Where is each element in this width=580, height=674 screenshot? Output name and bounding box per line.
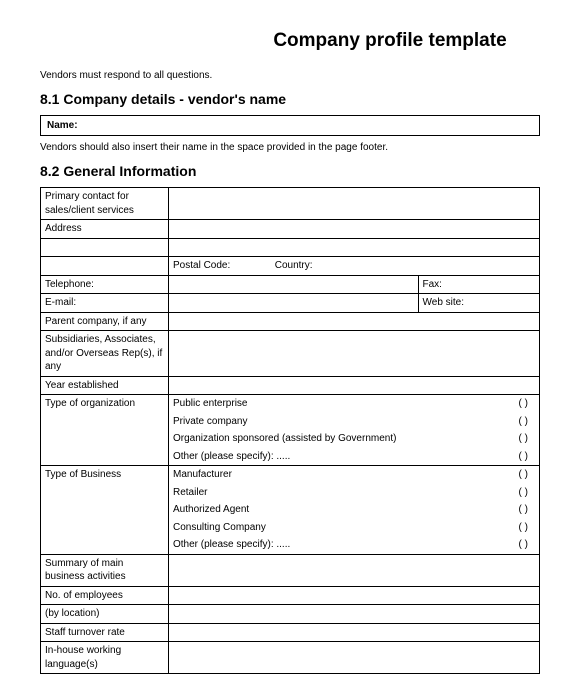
checkbox-paren[interactable]: ( ) bbox=[508, 501, 540, 519]
cell-empty bbox=[169, 623, 540, 642]
country-label: Country: bbox=[275, 260, 313, 271]
name-label: Name: bbox=[47, 120, 78, 131]
checkbox-paren[interactable]: ( ) bbox=[508, 484, 540, 502]
checkbox-paren[interactable]: ( ) bbox=[508, 536, 540, 554]
row-employees: No. of employees bbox=[41, 586, 169, 605]
footer-note: Vendors should also insert their name in… bbox=[40, 142, 540, 153]
general-info-table: Primary contact for sales/client service… bbox=[40, 187, 540, 674]
section-82-heading: 8.2 General Information bbox=[40, 163, 540, 179]
business-option: Authorized Agent bbox=[169, 501, 508, 519]
cell-empty bbox=[169, 331, 540, 377]
business-option: Consulting Company bbox=[169, 519, 508, 537]
row-address: Address bbox=[41, 220, 169, 239]
checkbox-paren[interactable]: ( ) bbox=[508, 466, 540, 484]
checkbox-paren[interactable]: ( ) bbox=[508, 430, 540, 448]
row-fax: Fax: bbox=[418, 275, 540, 294]
row-by-location: (by location) bbox=[41, 605, 169, 624]
row-email: E-mail: bbox=[41, 294, 169, 313]
cell-empty bbox=[41, 430, 169, 448]
cell-empty bbox=[41, 257, 169, 276]
row-type-org: Type of organization bbox=[41, 395, 169, 413]
checkbox-paren[interactable]: ( ) bbox=[508, 519, 540, 537]
row-type-business: Type of Business bbox=[41, 466, 169, 484]
row-parent-company: Parent company, if any bbox=[41, 312, 169, 331]
org-option: Organization sponsored (assisted by Gove… bbox=[169, 430, 508, 448]
cell-empty bbox=[169, 188, 540, 220]
cell-empty bbox=[169, 605, 540, 624]
org-option: Other (please specify): ..... bbox=[169, 448, 508, 466]
org-option: Private company bbox=[169, 413, 508, 431]
row-summary: Summary of main business activities bbox=[41, 554, 169, 586]
business-option: Other (please specify): ..... bbox=[169, 536, 508, 554]
section-81-heading: 8.1 Company details - vendor's name bbox=[40, 91, 540, 107]
cell-empty bbox=[41, 413, 169, 431]
checkbox-paren[interactable]: ( ) bbox=[508, 395, 540, 413]
cell-empty bbox=[41, 238, 169, 257]
cell-empty bbox=[169, 312, 540, 331]
cell-empty bbox=[169, 294, 419, 313]
cell-empty bbox=[41, 448, 169, 466]
intro-text: Vendors must respond to all questions. bbox=[40, 70, 540, 81]
row-languages: In-house working language(s) bbox=[41, 642, 169, 674]
name-field-box: Name: bbox=[40, 115, 540, 136]
cell-empty bbox=[169, 642, 540, 674]
checkbox-paren[interactable]: ( ) bbox=[508, 448, 540, 466]
cell-empty bbox=[41, 484, 169, 502]
cell-postal-country: Postal Code: Country: bbox=[169, 257, 540, 276]
cell-empty bbox=[41, 536, 169, 554]
business-option: Retailer bbox=[169, 484, 508, 502]
document-page: Company profile template Vendors must re… bbox=[0, 0, 580, 650]
cell-empty bbox=[41, 501, 169, 519]
cell-empty bbox=[169, 376, 540, 395]
business-option: Manufacturer bbox=[169, 466, 508, 484]
row-subsidiaries: Subsidiaries, Associates, and/or Oversea… bbox=[41, 331, 169, 377]
cell-empty bbox=[169, 220, 540, 239]
cell-empty bbox=[169, 586, 540, 605]
cell-empty bbox=[169, 554, 540, 586]
row-primary-contact: Primary contact for sales/client service… bbox=[41, 188, 169, 220]
cell-empty bbox=[41, 519, 169, 537]
org-option: Public enterprise bbox=[169, 395, 508, 413]
cell-empty bbox=[169, 275, 419, 294]
row-website: Web site: bbox=[418, 294, 540, 313]
checkbox-paren[interactable]: ( ) bbox=[508, 413, 540, 431]
postal-code-label: Postal Code: bbox=[173, 260, 230, 271]
row-year-established: Year established bbox=[41, 376, 169, 395]
row-telephone: Telephone: bbox=[41, 275, 169, 294]
page-title: Company profile template bbox=[40, 30, 540, 52]
row-turnover: Staff turnover rate bbox=[41, 623, 169, 642]
cell-empty bbox=[169, 238, 540, 257]
